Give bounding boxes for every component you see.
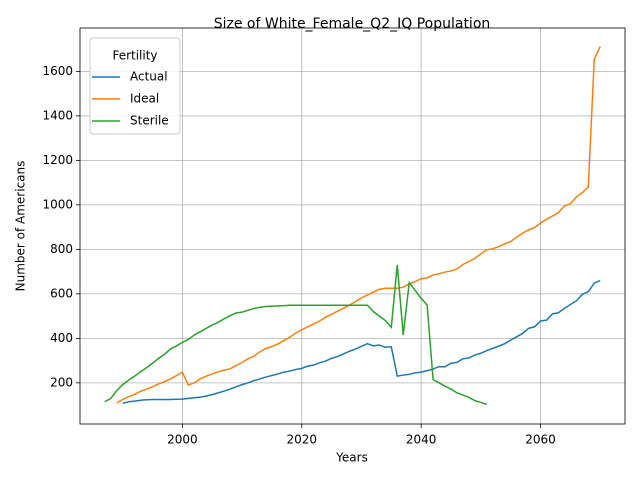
y-tick-label: 800: [50, 242, 73, 256]
x-tick-label: 2020: [286, 433, 317, 447]
x-tick-label: 2040: [406, 433, 437, 447]
x-axis-label: Years: [335, 451, 368, 465]
y-axis-label: Number of Americans: [14, 161, 28, 292]
plot-frame: [79, 27, 626, 425]
legend-title: Fertility: [112, 49, 157, 63]
y-tick-label: 1000: [42, 197, 73, 211]
legend-label: Sterile: [130, 114, 169, 128]
y-tick-label: 400: [50, 331, 73, 345]
y-tick-label: 600: [50, 286, 73, 300]
y-tick-label: 1400: [42, 108, 73, 122]
y-tick-label: 1600: [42, 64, 73, 78]
y-tick-label: 200: [50, 375, 73, 389]
legend-box: [89, 37, 181, 135]
series-line: [122, 279, 601, 405]
x-tick-label: 2000: [167, 433, 198, 447]
series-line: [116, 46, 601, 404]
legend-label: Ideal: [130, 92, 159, 106]
x-tick-label: 2060: [525, 433, 556, 447]
chart-title: Size of White_Female_Q2_IQ Population: [214, 16, 491, 32]
legend-label: Actual: [130, 70, 168, 84]
y-tick-label: 1200: [42, 153, 73, 167]
series-line: [104, 264, 488, 406]
